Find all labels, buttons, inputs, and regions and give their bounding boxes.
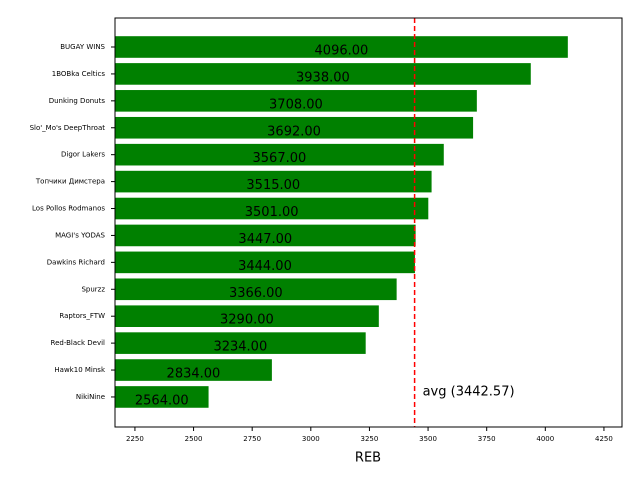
y-tick-label: NikiNine (76, 393, 105, 401)
average-label: avg (3442.57) (423, 385, 515, 400)
bar (115, 332, 366, 354)
value-label: 2834.00 (167, 367, 221, 382)
x-tick-label: 4000 (536, 435, 554, 443)
y-tick-label: Slo'_Mo's DeepThroat (30, 124, 106, 132)
bar (115, 63, 531, 85)
y-tick-label: MAGI's YODAS (55, 231, 105, 239)
bar (115, 197, 429, 220)
x-axis-label: REB (355, 451, 381, 466)
bar (115, 116, 474, 139)
bar (115, 251, 415, 274)
x-tick-label: 2500 (185, 435, 203, 443)
value-label: 2564.00 (135, 393, 189, 408)
value-label: 3444.00 (238, 259, 292, 274)
value-label: 3501.00 (245, 205, 299, 220)
y-tick-label: Hawk10 Minsk (54, 366, 106, 374)
bar (115, 90, 477, 112)
value-label: 4096.00 (315, 44, 369, 59)
y-tick-label: BUGAY WINS (60, 43, 105, 51)
value-label: 3938.00 (296, 70, 350, 85)
y-tick-label: Dunking Donuts (49, 97, 106, 105)
x-tick-label: 3750 (478, 435, 496, 443)
y-tick-label: Топчики Димстера (35, 178, 105, 186)
bar (115, 359, 272, 381)
bar (115, 36, 568, 58)
x-tick-label: 3500 (419, 435, 437, 443)
value-label: 3515.00 (246, 178, 300, 193)
y-tick-label: Spurzz (81, 285, 105, 293)
value-label: 3290.00 (220, 313, 274, 328)
y-tick-label: Los Pollos Rodmanos (32, 205, 105, 213)
x-tick-label: 3250 (361, 435, 379, 443)
y-tick-label: Red-Black Devil (51, 339, 106, 347)
y-tick-label: 1BOBka Celtics (52, 70, 106, 78)
y-tick-label: Digor Lakers (61, 151, 105, 159)
value-label: 3692.00 (267, 124, 321, 139)
bar (115, 143, 444, 166)
value-label: 3447.00 (238, 232, 292, 247)
value-label: 3366.00 (229, 286, 283, 301)
value-label: 3234.00 (213, 340, 267, 355)
bar (115, 305, 379, 327)
x-tick-label: 4250 (595, 435, 613, 443)
y-tick-label: Raptors_FTW (59, 312, 105, 320)
x-tick-label: 3000 (302, 435, 320, 443)
plot-frame (114, 17, 623, 428)
bar (115, 170, 432, 193)
bar (115, 278, 397, 301)
x-tick-label: 2750 (243, 435, 261, 443)
bar (115, 224, 416, 247)
y-tick-label: Dawkins Richard (47, 258, 105, 266)
x-tick-label: 2250 (126, 435, 144, 443)
bar (115, 386, 209, 408)
value-label: 3567.00 (253, 151, 307, 166)
value-label: 3708.00 (269, 97, 323, 112)
